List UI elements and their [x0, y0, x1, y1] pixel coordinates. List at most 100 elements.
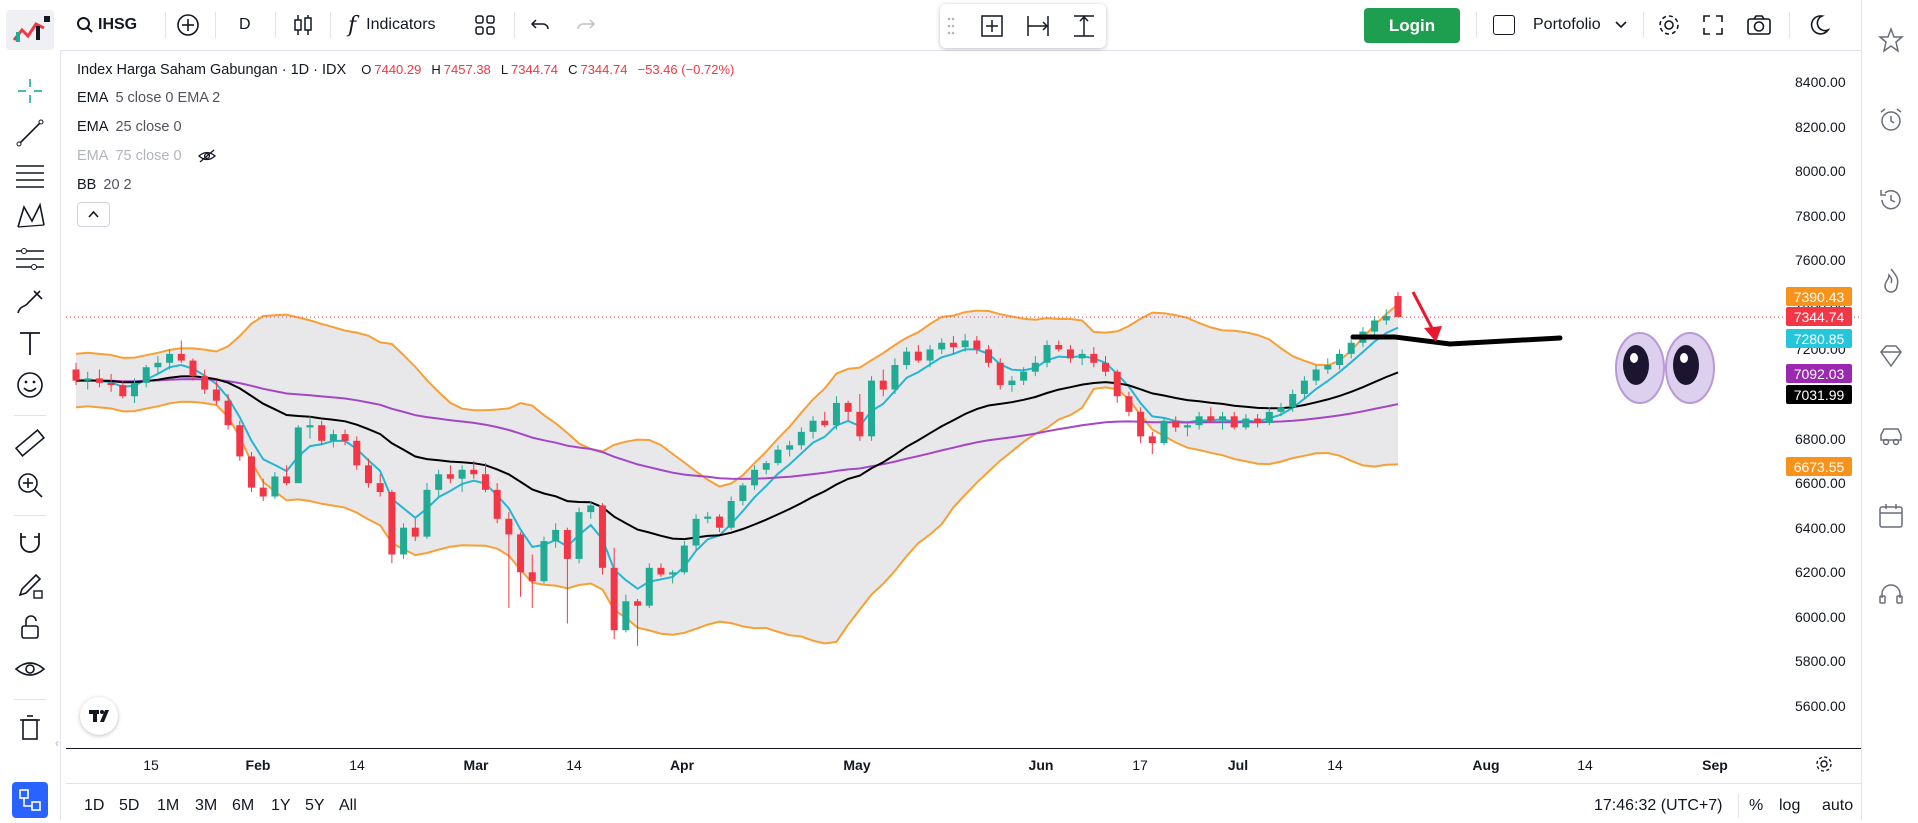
trash-icon[interactable] [12, 709, 48, 745]
zoom-in-icon[interactable] [12, 467, 48, 503]
candle-body [996, 362, 1004, 386]
candle [341, 429, 349, 446]
range-button-all[interactable]: All [339, 797, 357, 814]
candle [552, 523, 560, 548]
ruler-icon[interactable] [12, 425, 48, 461]
car-icon[interactable] [1877, 422, 1905, 450]
price-range-icon[interactable] [1070, 12, 1098, 40]
candle-body [1219, 416, 1227, 421]
alarm-clock-icon[interactable] [1877, 106, 1905, 134]
candle-body [1066, 349, 1074, 359]
drag-handle-icon[interactable] [946, 16, 956, 36]
candle-body [856, 411, 864, 437]
candle-body [1055, 344, 1063, 350]
range-button-1d[interactable]: 1D [84, 797, 105, 814]
object-tree-button[interactable] [12, 782, 48, 818]
collapse-legend-button[interactable] [77, 202, 110, 227]
candle [575, 507, 583, 564]
diamond-icon[interactable] [1877, 342, 1905, 370]
collapse-left-handle[interactable]: ‹ [55, 736, 59, 750]
log-toggle[interactable]: log [1779, 797, 1801, 814]
emoji-icon[interactable] [12, 367, 48, 403]
brush-icon[interactable] [12, 283, 48, 319]
compare-button[interactable] [176, 0, 200, 50]
candle-body [107, 382, 115, 386]
theme-toggle[interactable] [1808, 0, 1830, 50]
range-button-3m[interactable]: 3M [195, 797, 218, 814]
pattern-icon[interactable] [12, 199, 48, 235]
candle [353, 436, 361, 470]
flame-icon[interactable] [1877, 266, 1905, 294]
checkbox-icon[interactable] [1493, 15, 1515, 35]
price-tick-label: 7600.00 [1795, 252, 1846, 269]
trend-line-icon[interactable] [12, 115, 48, 151]
percent-toggle[interactable]: % [1749, 797, 1764, 814]
eye-hidden-icon[interactable] [197, 149, 217, 163]
app-logo[interactable] [6, 10, 54, 50]
candle-body [119, 385, 127, 397]
candle-body [247, 456, 255, 488]
undo-button[interactable] [530, 0, 550, 50]
lock-drawings-pen-icon[interactable] [12, 567, 48, 603]
price-chart[interactable] [66, 50, 1861, 790]
redo-button[interactable] [576, 0, 596, 50]
legend-ema75[interactable]: EMA 75 close 0 [77, 148, 217, 164]
templates-button[interactable] [474, 0, 496, 50]
time-tick-label: 14 [1327, 757, 1343, 773]
legend-ema5[interactable]: EMA 5 close 0 EMA 2 [77, 90, 223, 106]
star-icon[interactable] [1877, 26, 1905, 54]
text-icon[interactable] [12, 325, 48, 361]
date-price-range-icon[interactable] [978, 12, 1006, 40]
interval-button[interactable]: D [239, 0, 251, 50]
candle [786, 440, 794, 457]
candle [1078, 349, 1086, 366]
portfolio-dropdown[interactable]: Portofolio [1493, 0, 1627, 50]
date-range-icon[interactable] [1024, 12, 1052, 40]
ema25-params: 25 close 0 [115, 119, 182, 135]
eye-icon[interactable] [12, 651, 48, 687]
candle [739, 483, 747, 506]
candle-body [1335, 353, 1344, 366]
indicators-button[interactable]: f Indicators [348, 0, 436, 50]
crosshair-icon[interactable] [12, 73, 48, 109]
candle-body [821, 420, 829, 426]
login-button[interactable]: Login [1364, 8, 1460, 43]
fib-retracement-icon[interactable] [12, 157, 48, 193]
chevron-down-icon [1615, 21, 1627, 29]
symbol-search[interactable]: IHSG [76, 0, 137, 50]
snapshot-button[interactable] [1746, 0, 1772, 50]
tradingview-logo[interactable] [80, 697, 118, 735]
portfolio-label: Portofolio [1533, 16, 1601, 33]
candle [856, 394, 864, 441]
candle-body [259, 487, 267, 497]
candle [1125, 391, 1133, 417]
axis-settings-button[interactable] [1814, 754, 1834, 779]
range-button-1m[interactable]: 1M [157, 797, 180, 814]
candle [376, 474, 384, 497]
range-button-1y[interactable]: 1Y [271, 797, 291, 814]
price-tick-label: 7800.00 [1795, 207, 1846, 224]
forecast-icon[interactable] [12, 241, 48, 277]
candle-body [1265, 411, 1273, 423]
candle [949, 336, 957, 354]
unlock-icon[interactable] [12, 609, 48, 645]
range-button-5d[interactable]: 5D [119, 797, 140, 814]
auto-toggle[interactable]: auto [1822, 797, 1854, 814]
chart-type-button[interactable] [292, 0, 314, 50]
candle-body [1207, 416, 1215, 421]
time-tick-label: 14 [566, 757, 582, 773]
range-button-5y[interactable]: 5Y [305, 797, 325, 814]
magnet-icon[interactable] [12, 525, 48, 561]
headset-icon[interactable] [1877, 580, 1905, 608]
candle-body [1137, 411, 1145, 437]
fullscreen-button[interactable] [1702, 0, 1724, 50]
legend-ema25[interactable]: EMA 25 close 0 [77, 119, 185, 135]
candle-body [949, 342, 957, 348]
calendar-icon[interactable] [1877, 502, 1905, 530]
price-tag: 7092.03 [1786, 364, 1852, 383]
history-icon[interactable] [1877, 186, 1905, 214]
range-button-6m[interactable]: 6M [232, 797, 255, 814]
legend-bb[interactable]: BB 20 2 [77, 177, 135, 193]
settings-button[interactable] [1656, 0, 1682, 50]
candle-body [1394, 295, 1402, 318]
